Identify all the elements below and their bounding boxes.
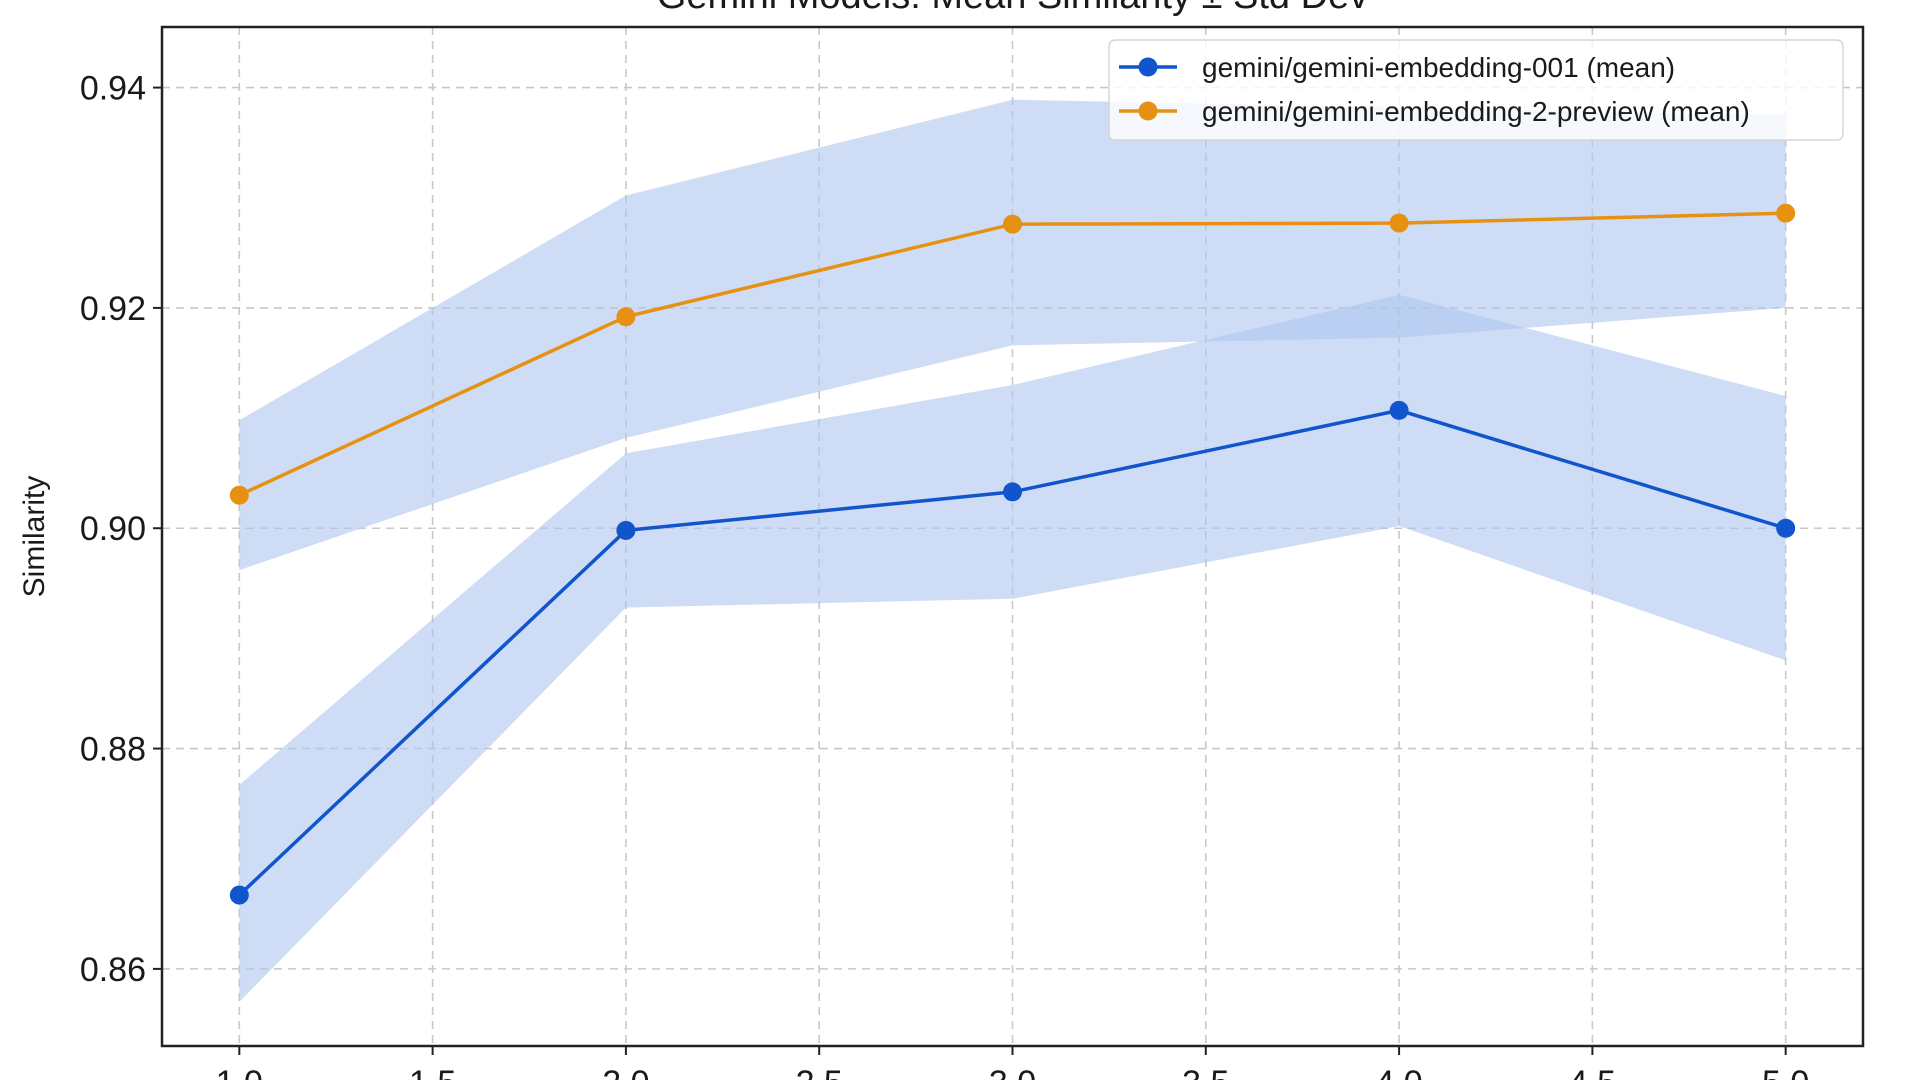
data-point-series-1	[1389, 400, 1409, 420]
y-tick-label: 0.92	[80, 290, 146, 328]
y-tick-label: 0.88	[80, 731, 146, 769]
x-tick-label: 1.5	[409, 1064, 456, 1080]
x-tick-label: 2.5	[796, 1064, 843, 1080]
legend-marker-1	[1138, 57, 1158, 77]
legend: gemini/gemini-embedding-001 (mean) gemini…	[1108, 39, 1844, 141]
x-tick-label: 4.0	[1375, 1064, 1422, 1080]
legend-marker-2	[1138, 101, 1158, 121]
data-point-series-1	[1776, 518, 1796, 538]
axis-ticks: 1.0 1.5 2.0 2.5 3.0 3.5 4.0 4.5 5.0 0.86 0.88 0.90 0…	[80, 70, 1810, 1080]
std-dev-bands	[239, 99, 1786, 1002]
series-points	[229, 203, 1796, 905]
legend-box	[1108, 39, 1844, 141]
x-tick-label: 1.0	[216, 1064, 263, 1080]
y-tick-label: 0.90	[80, 510, 146, 548]
x-tick-label: 5.0	[1762, 1064, 1809, 1080]
data-point-series-1	[616, 520, 636, 540]
y-tick-label: 0.94	[80, 70, 146, 108]
legend-label-2: gemini/gemini-embedding-2-preview (mean)	[1202, 96, 1750, 127]
y-axis-label: Similarity	[18, 476, 51, 598]
x-tick-label: 4.5	[1569, 1064, 1616, 1080]
y-tick-label: 0.86	[80, 951, 146, 989]
data-point-series-2	[1003, 214, 1022, 234]
legend-label-1: gemini/gemini-embedding-001 (mean)	[1202, 52, 1675, 83]
x-tick-label: 3.5	[1182, 1064, 1229, 1080]
data-point-series-2	[1389, 213, 1409, 233]
std-dev-band-series-1	[239, 294, 1786, 1002]
x-tick-label: 2.0	[602, 1064, 649, 1080]
data-point-series-2	[229, 485, 249, 505]
x-tick-label: 3.0	[989, 1064, 1036, 1080]
data-point-series-2	[1776, 203, 1796, 223]
chart-title: Gemini Models: Mean Similarity ± Std Dev	[657, 0, 1368, 17]
data-point-series-1	[229, 885, 249, 905]
data-point-series-1	[1003, 482, 1022, 502]
data-point-series-2	[616, 307, 636, 327]
